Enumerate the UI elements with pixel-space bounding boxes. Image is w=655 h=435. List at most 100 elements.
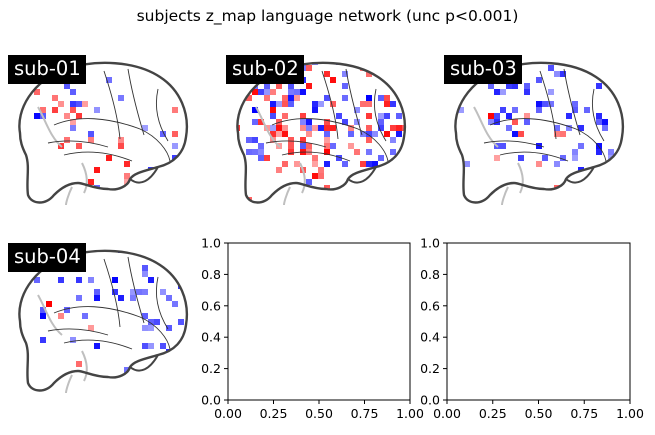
sulcus-line <box>539 70 557 140</box>
negative-voxel <box>82 313 88 319</box>
positive-voxel <box>282 101 288 107</box>
negative-voxel <box>324 131 330 137</box>
sulcus-line <box>499 151 569 162</box>
negative-voxel <box>342 191 348 197</box>
negative-voxel <box>584 107 590 113</box>
positive-voxel <box>136 197 142 203</box>
negative-voxel <box>390 137 396 143</box>
positive-voxel <box>94 167 100 173</box>
negative-voxel <box>160 289 166 295</box>
positive-voxel <box>106 155 112 161</box>
negative-voxel <box>40 337 46 343</box>
negative-voxel <box>76 277 82 283</box>
negative-voxel <box>178 319 184 325</box>
negative-voxel <box>500 143 506 149</box>
positive-voxel <box>282 95 288 101</box>
cerebellum-outline <box>129 354 159 372</box>
positive-voxel <box>330 125 336 131</box>
negative-voxel <box>384 62 390 65</box>
negative-voxel <box>160 343 166 349</box>
x-tick-label: 0.50 <box>305 406 333 421</box>
negative-voxel <box>94 107 100 113</box>
positive-voxel <box>294 95 300 101</box>
positive-voxel <box>402 125 405 131</box>
inner-structure <box>255 106 281 148</box>
negative-voxel <box>160 355 166 361</box>
positive-voxel <box>512 119 518 125</box>
negative-voxel <box>124 367 130 373</box>
negative-voxel <box>88 131 94 137</box>
negative-voxel <box>578 125 584 131</box>
positive-voxel <box>360 101 366 107</box>
positive-voxel <box>264 95 270 101</box>
positive-voxel <box>172 107 178 113</box>
y-tick-label: 0.4 <box>420 330 440 345</box>
negative-voxel <box>246 137 252 143</box>
sulcus-line <box>127 68 145 136</box>
positive-voxel <box>40 107 46 113</box>
positive-voxel <box>288 149 294 155</box>
empty-axes-2: 0.00 0.25 0.50 0.75 1.00 0.0 0.2 0.4 0.6 0.8 1.0 <box>420 236 644 422</box>
positive-voxel <box>64 113 70 119</box>
sulcus-line <box>103 70 121 140</box>
positive-voxel <box>106 379 112 385</box>
negative-voxel <box>276 101 282 107</box>
negative-voxel <box>184 343 187 349</box>
y-tick-label: 0.8 <box>420 267 440 282</box>
positive-voxel <box>312 161 318 167</box>
negative-voxel <box>252 119 258 125</box>
negative-voxel <box>312 101 318 107</box>
negative-voxel <box>384 179 390 185</box>
negative-voxel <box>288 95 294 101</box>
negative-voxel <box>270 113 276 119</box>
negative-voxel <box>378 95 384 101</box>
negative-voxel <box>300 143 306 149</box>
positive-voxel <box>536 161 542 167</box>
negative-voxel <box>136 289 142 295</box>
positive-voxel <box>324 137 330 143</box>
negative-voxel <box>342 71 348 77</box>
negative-voxel <box>572 101 578 107</box>
negative-voxel <box>554 161 560 167</box>
x-tick-label: 0.00 <box>433 406 461 421</box>
negative-voxel <box>506 197 512 203</box>
negative-voxel <box>160 131 166 137</box>
sulcus-line <box>374 88 387 142</box>
x-tick-label: 0.50 <box>525 406 553 421</box>
y-tick-label: 1.0 <box>201 236 221 251</box>
positive-voxel <box>88 179 94 185</box>
positive-voxel <box>494 155 500 161</box>
positive-voxel <box>312 125 318 131</box>
negative-voxel <box>64 307 70 313</box>
negative-voxel <box>506 125 512 131</box>
negative-voxel <box>70 101 76 107</box>
positive-voxel <box>172 131 178 137</box>
negative-voxel <box>306 179 312 185</box>
negative-voxel <box>118 295 124 301</box>
sulcus-line <box>53 306 171 350</box>
positive-voxel <box>294 161 300 167</box>
negative-voxel <box>148 277 154 283</box>
positive-voxel <box>366 113 372 119</box>
negative-voxel <box>300 89 306 95</box>
negative-voxel <box>324 161 330 167</box>
sulcus-line <box>156 88 169 142</box>
negative-voxel <box>112 277 118 283</box>
negative-voxel <box>76 101 82 107</box>
empty-axes-1-svg: 0.00 0.25 0.50 0.75 1.00 0.0 0.2 0.4 0.6 0.8 1.0 <box>201 236 424 422</box>
negative-voxel <box>366 149 372 155</box>
positive-voxel <box>70 107 76 113</box>
negative-voxel <box>378 125 384 131</box>
empty-axes-1: 0.00 0.25 0.50 0.75 1.00 0.0 0.2 0.4 0.6 0.8 1.0 <box>201 236 424 422</box>
positive-voxel <box>402 62 405 65</box>
positive-voxel <box>396 89 402 95</box>
negative-voxel <box>378 113 384 119</box>
positive-voxel <box>270 107 276 113</box>
negative-voxel <box>306 119 312 125</box>
negative-voxel <box>620 161 623 167</box>
positive-voxel <box>324 125 330 131</box>
positive-voxel <box>34 89 40 95</box>
inner-structure <box>473 106 499 148</box>
positive-voxel <box>306 83 312 89</box>
negative-voxel <box>572 107 578 113</box>
